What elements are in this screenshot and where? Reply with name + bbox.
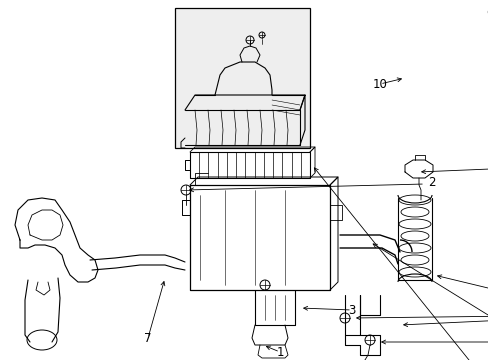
Text: 10: 10 <box>372 77 386 90</box>
Text: 1: 1 <box>276 346 283 359</box>
Text: 7: 7 <box>144 332 151 345</box>
Bar <box>175 8 309 148</box>
Text: 3: 3 <box>347 303 355 316</box>
Text: 2: 2 <box>427 176 435 189</box>
Bar <box>190 152 309 178</box>
Text: 9: 9 <box>485 8 488 21</box>
